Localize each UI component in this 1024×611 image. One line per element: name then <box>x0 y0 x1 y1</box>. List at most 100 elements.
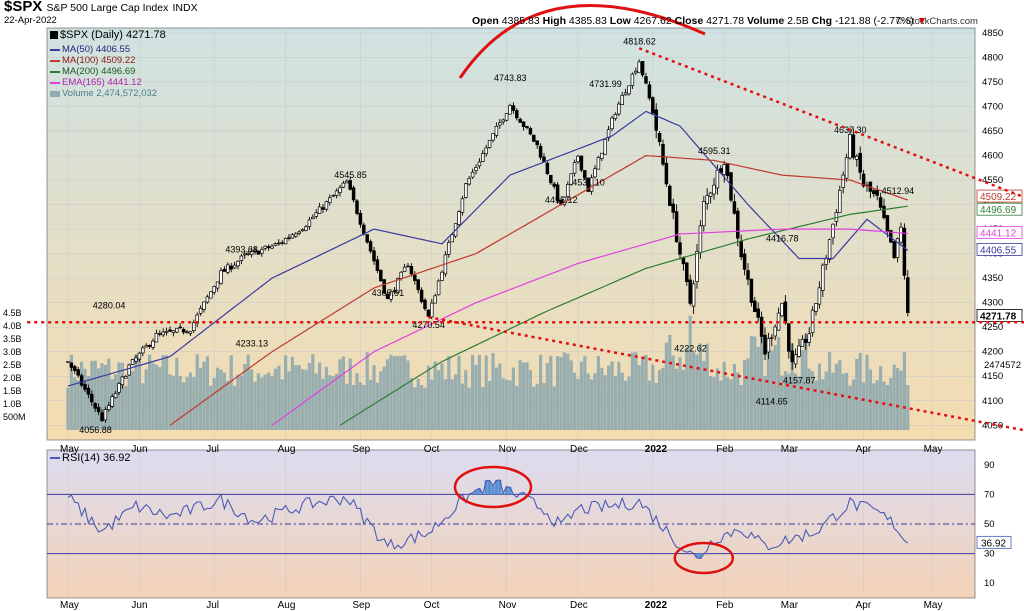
price-annotation: 4114.65 <box>756 397 788 407</box>
volume-bar <box>284 355 288 430</box>
volume-bar <box>542 383 546 430</box>
legend-item-ma50: MA(50) 4406.55 <box>50 44 130 55</box>
volume-bar <box>80 361 84 430</box>
candle-body <box>464 183 468 198</box>
candle-body <box>882 205 886 219</box>
volume-bar <box>879 366 883 430</box>
candle-body <box>712 184 716 195</box>
right-value-label: 4271.78 <box>980 312 1017 323</box>
volume-bar <box>681 369 685 430</box>
volume-bar <box>471 355 475 430</box>
volume-bar <box>270 375 274 430</box>
volume-bar <box>783 371 787 430</box>
volume-bar <box>613 375 617 430</box>
volume-bar <box>243 363 247 430</box>
candle-body <box>521 121 526 127</box>
volume-bar <box>756 346 760 430</box>
candle-body <box>644 76 648 84</box>
candle-body <box>498 122 502 126</box>
legend-item-ema165: EMA(165) 4441.12 <box>50 77 142 88</box>
volume-bar <box>464 370 468 430</box>
candle-body <box>600 152 604 160</box>
price-annotation: 4280.04 <box>93 300 126 310</box>
price-tick-label: 4350 <box>982 273 1003 284</box>
volume-bar <box>763 376 767 430</box>
rsi-x-label: Jun <box>131 600 147 611</box>
candle-body <box>569 173 573 185</box>
candle-body <box>188 331 193 334</box>
candle-body <box>861 173 866 187</box>
ticker-symbol: $SPX <box>4 0 43 15</box>
volume-bar <box>148 354 152 430</box>
rsi-x-label: Feb <box>716 600 734 611</box>
right-value-label: 4441.12 <box>980 228 1017 239</box>
candle-body <box>266 246 271 249</box>
volume-bar <box>141 383 145 430</box>
candle-body <box>409 266 414 275</box>
volume-bar <box>719 380 723 430</box>
candle-body <box>436 280 441 296</box>
price-tick-label: 4650 <box>982 126 1003 137</box>
volume-bar <box>862 382 866 430</box>
volume-bar <box>73 377 77 430</box>
volume-bar <box>596 356 600 430</box>
candle-body <box>239 255 244 261</box>
low-label: Low <box>609 15 631 27</box>
candle-body <box>627 85 631 95</box>
price-x-label: Mar <box>781 444 799 455</box>
candle-body <box>698 225 703 253</box>
volume-bar <box>250 369 254 430</box>
volume-bar <box>875 380 879 430</box>
volume-bar <box>66 387 70 430</box>
candle-body <box>83 384 87 390</box>
candle-body <box>814 302 818 312</box>
rsi-x-label: Nov <box>499 600 517 611</box>
volume-bar <box>549 355 553 430</box>
chg-down-arrow-icon: ▼ <box>916 15 928 27</box>
rsi-x-label: Mar <box>781 600 799 611</box>
candle-body <box>831 223 835 239</box>
volume-bar <box>637 365 641 430</box>
volume-bar <box>216 367 220 430</box>
volume-bar <box>355 373 359 430</box>
candle-body <box>770 337 774 339</box>
ma200-line <box>339 205 908 426</box>
price-tick-label: 4050 <box>982 420 1003 431</box>
volume-bar <box>539 354 543 430</box>
volume-bar <box>114 374 118 430</box>
candle-body <box>423 299 427 309</box>
volume-bar <box>219 369 223 430</box>
candle-body <box>525 126 529 128</box>
price-x-label: Sep <box>352 444 370 455</box>
price-x-label: Dec <box>570 444 588 455</box>
volume-bar <box>838 360 842 430</box>
volume-bar <box>76 380 80 430</box>
candle-body <box>389 291 393 300</box>
candle-body <box>674 211 679 243</box>
candle-body <box>385 293 390 299</box>
candle-body <box>824 257 828 265</box>
candle-body <box>739 240 743 258</box>
volume-bar <box>420 385 424 430</box>
volume-bar <box>845 372 849 430</box>
candle-body <box>345 180 349 184</box>
candle-body <box>535 140 539 146</box>
candle-body <box>518 118 522 123</box>
volume-bar <box>661 367 665 430</box>
candle-body <box>651 97 655 114</box>
price-x-label: Aug <box>278 444 296 455</box>
candle-body <box>470 171 475 178</box>
candle-body <box>348 180 352 190</box>
rsi-tick-label: 50 <box>984 519 995 530</box>
volume-tick-label: 1.5B <box>3 386 22 396</box>
rsi-legend: RSI(14) 36.92 <box>50 452 130 464</box>
ma50-line <box>67 110 909 387</box>
volume-bar <box>273 368 277 430</box>
volume-bar <box>834 363 838 430</box>
volume-bar <box>610 361 614 430</box>
volume-bar <box>86 375 90 430</box>
volume-bar <box>906 385 910 430</box>
volume-bar <box>311 354 315 430</box>
right-value-label: 4406.55 <box>980 245 1017 256</box>
candle-body <box>484 147 488 155</box>
